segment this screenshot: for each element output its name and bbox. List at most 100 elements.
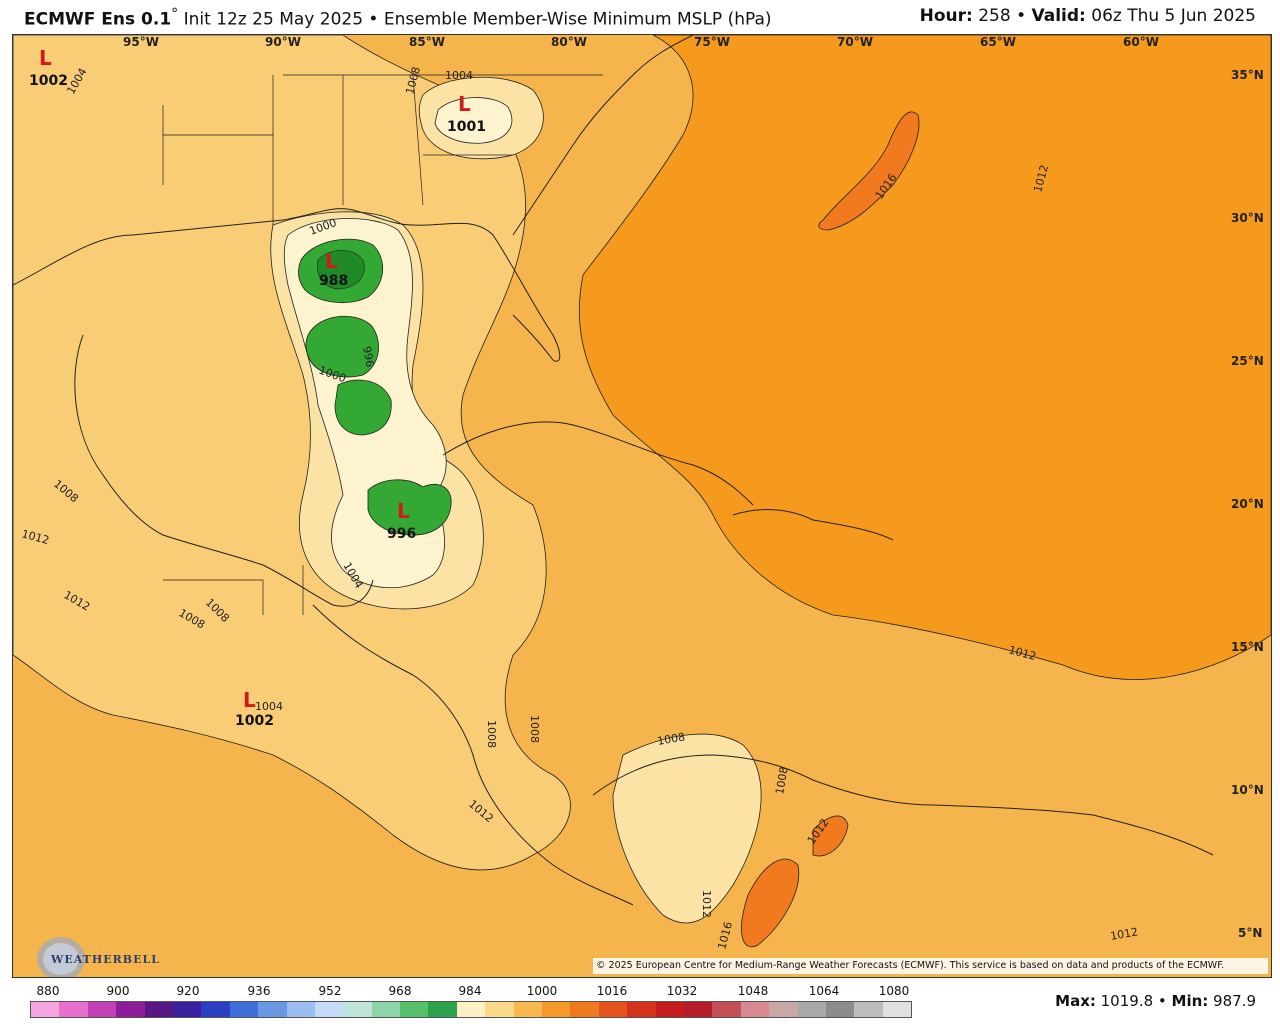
colorbar-segment [570,1002,599,1017]
colorbar-gradient [30,1001,912,1018]
min-label: Min: [1171,992,1209,1010]
lon-label: 70°W [837,35,873,49]
low-pressure-value: 988 [319,273,348,289]
band-1008-west [13,35,571,871]
low-marker: L [458,92,471,116]
hispaniola-coastline [732,509,894,541]
colorbar-tick-label: 920 [176,984,200,998]
colorbar-segment [797,1002,826,1017]
colorbar-segment [513,1002,543,1017]
lat-label: 15°N [1231,640,1264,654]
colorbar-tick-label: 1080 [878,984,910,998]
low-992-south [334,379,392,436]
min-value: 987.9 [1208,992,1256,1010]
isobar-label: 1008 [656,730,686,748]
low-pressure-value: 1002 [29,73,68,89]
mexico-coastline [74,334,374,607]
title-separator: • [363,9,384,30]
colorbar-segment [428,1002,457,1017]
product-name: Ensemble Member-Wise Minimum MSLP (hPa) [383,9,772,30]
low-992-middle [305,315,379,378]
colorbar-tick-label: 1064 [808,984,840,998]
low-marker: L [39,46,52,70]
gulf-coastline [13,208,561,362]
low-pressure-value: 1002 [235,713,274,729]
lat-label: 25°N [1231,354,1264,368]
colorbar-tick-label: 952 [318,984,342,998]
colorbar-segment [286,1002,315,1017]
globe-icon [37,937,85,977]
lat-label: 10°N [1231,783,1264,797]
map-title: ECMWF Ens 0.1° Init 12z 25 May 2025 • En… [24,6,772,30]
pressure-map: 95°W 90°W 85°W 80°W 75°W 70°W 65°W 60°W … [13,35,1271,977]
isobar-label: 1004 [255,700,283,713]
colorbar-segment [116,1002,145,1017]
colorbar-tick-label: 936 [247,984,271,998]
colorbar-segment [144,1002,173,1017]
hour-value: 258 [972,6,1011,26]
max-value: 1019.8 [1095,992,1154,1010]
colorbar-segment [456,1002,486,1017]
isobar-label: 1008 [528,715,541,743]
lat-label: 20°N [1231,497,1264,511]
colorbar-segment [740,1002,770,1017]
lon-label: 80°W [551,35,587,49]
copyright-notice: © 2025 European Centre for Medium-Range … [593,958,1268,974]
header: ECMWF Ens 0.1° Init 12z 25 May 2025 • En… [0,0,1280,34]
south-america-coastline [592,754,1214,856]
isobar-label: 1008 [485,720,498,748]
low-marker: L [397,499,410,523]
isobar-label: 996 [360,345,376,368]
colorbar-segment [769,1002,798,1017]
isobar-label: 1012 [1109,925,1139,943]
colorbar-segment [854,1002,883,1017]
hour-label: Hour: [919,6,973,26]
us-east-coastline [512,35,694,236]
colorbar-segment [655,1002,684,1017]
low-pressure-value: 1001 [447,119,486,135]
band-1016-atlantic [578,35,1271,680]
colorbar-segment [172,1002,202,1017]
colorbar-segment [258,1002,287,1017]
weatherbell-logo: WEATHERBELL [31,931,159,977]
lat-label: 35°N [1231,68,1264,82]
band-1020-blob [818,111,920,231]
map-panel[interactable]: 95°W 90°W 85°W 80°W 75°W 70°W 65°W 60°W … [12,34,1272,978]
colorbar-segment [87,1002,117,1017]
colorbar-segment [229,1002,259,1017]
band-1016-south-america [741,858,800,948]
colorbar-segment [882,1002,911,1017]
low-988-inner [317,249,365,290]
low-996-yucatan [367,479,452,536]
colorbar-tick-label: 968 [388,984,412,998]
colorbar-segment [201,1002,230,1017]
colorbar-segment [712,1002,741,1017]
low-marker: L [325,249,338,273]
colorbar-tick-label: 1048 [737,984,769,998]
cuba-coastline [442,421,754,506]
isobar-label: 1008 [773,766,791,796]
country-borders [163,565,304,615]
colorbar-segment [485,1002,514,1017]
init-time: Init 12z 25 May 2025 [178,9,364,30]
colorbar-segment [627,1002,656,1017]
low-pressure-value: 996 [387,526,416,542]
colorbar-segment [31,1002,60,1017]
colorbar-tick-label: 984 [458,984,482,998]
colorbar-segment [343,1002,372,1017]
colorbar-segment [371,1002,401,1017]
colorbar-tick-label: 1016 [596,984,628,998]
colorbar-tick-label: 1032 [666,984,698,998]
colorbar-legend: 880 900 920 936 952 968 984 1000 1016 10… [30,984,912,1020]
colorbar-tick-label: 880 [36,984,60,998]
time-separator: • [1010,6,1032,26]
colorbar-segment [825,1002,855,1017]
lon-label: 95°W [123,35,159,49]
logo-text: WEATHERBELL [51,953,160,966]
valid-label: Valid: [1031,6,1086,26]
lon-label: 90°W [265,35,301,49]
model-name: ECMWF Ens 0.1 [24,9,172,30]
colorbar-tick-label: 900 [106,984,130,998]
lon-label: 85°W [409,35,445,49]
isobar-label: 1012 [700,890,713,918]
